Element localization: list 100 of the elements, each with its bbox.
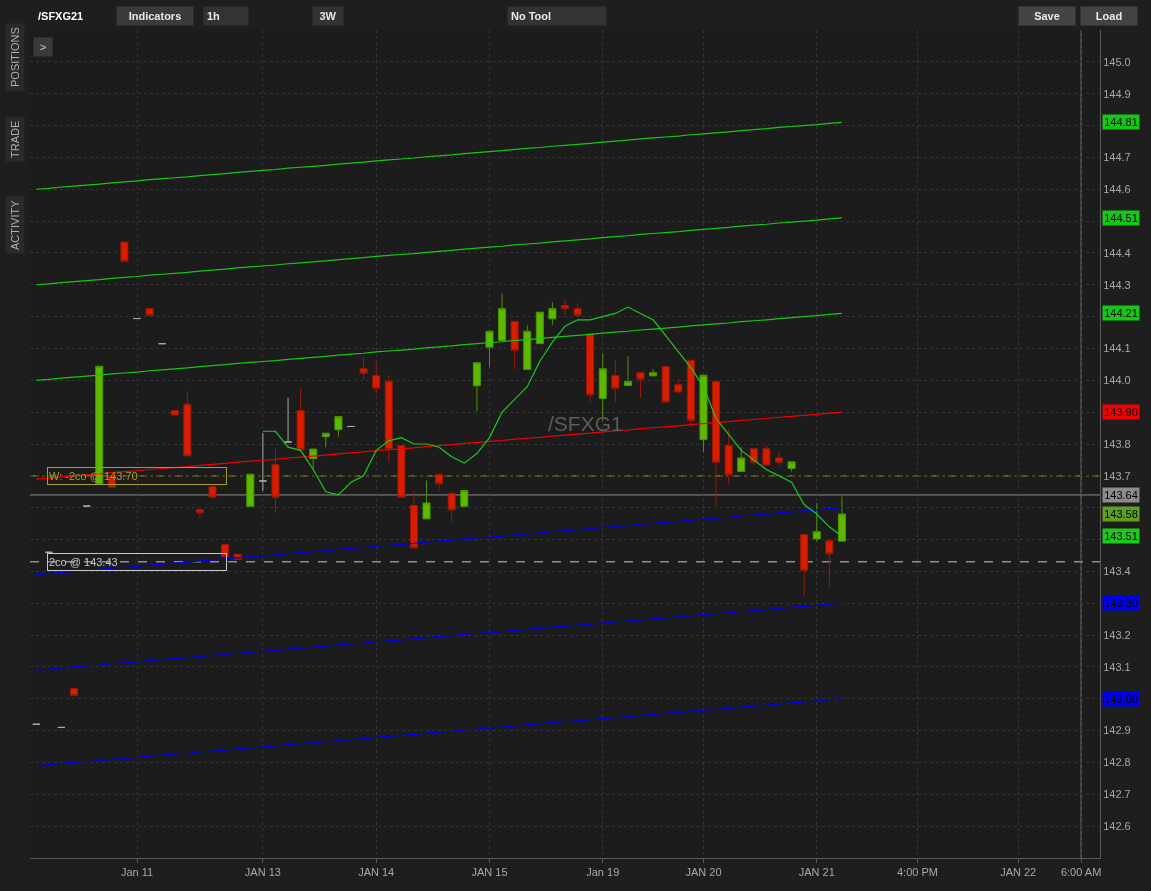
line-series [35,411,843,480]
candlestick [460,490,469,507]
text: No Tool [511,10,552,22]
candlestick [825,540,834,587]
y-tick-label: 142.8 [1103,756,1131,769]
x-tick-label: JAN 21 [798,866,835,879]
y-tick-label: 144.1 [1103,342,1131,355]
x-tick-label: JAN 15 [471,866,508,879]
candlestick [498,292,507,341]
chart-title: /SFXG21 [38,9,84,22]
y-tick-label: 144.7 [1103,151,1131,164]
line-series [35,698,843,767]
annotation: 143.30 [1104,597,1138,609]
y-tick-label: 143.2 [1103,628,1131,641]
candlestick [548,301,557,326]
line-series [35,217,843,286]
annotation: 144.21 [1104,307,1138,319]
y-tick-label: 145.0 [1103,55,1131,68]
y-tick-label: 143.1 [1103,660,1131,673]
y-tick-label: 144.0 [1103,374,1131,387]
annotation: 143.00 [1104,693,1138,705]
y-tick-label: 143.7 [1103,469,1131,482]
y-tick-label: 143.4 [1103,565,1131,578]
annotation: 144.51 [1104,212,1138,224]
text: 1h [207,10,221,22]
x-tick-label: Jan 19 [586,866,620,879]
candlestick [120,241,129,262]
candlestick [397,445,406,498]
line-series [35,507,843,576]
y-tick-label: 144.4 [1103,246,1131,259]
text: POSITIONS [9,27,21,87]
candlestick [699,374,708,453]
x-tick-label: Jan 11 [120,866,154,879]
candlestick [70,688,79,697]
text: Load [1095,10,1123,22]
candlestick [372,361,381,396]
candlestick [636,372,645,399]
candlestick [321,432,330,448]
candlestick [787,461,796,472]
candlestick [284,397,293,443]
candlestick [359,355,368,381]
x-tick-label: JAN 13 [244,866,281,879]
text: TRADE [9,120,21,158]
candlestick [435,474,444,492]
y-tick-label: 144.6 [1103,183,1131,196]
annotation: > [39,41,47,53]
candlestick [296,387,305,451]
candlestick [170,410,179,416]
candlestick [523,324,532,370]
y-tick-label: 142.9 [1103,724,1131,737]
text: ACTIVITY [9,199,21,250]
y-tick-label: 142.7 [1103,788,1131,801]
candlestick [800,533,809,597]
candlestick [510,320,519,370]
y-tick-label: 143.8 [1103,437,1131,450]
candlestick [271,448,280,513]
candlestick [472,362,481,412]
candlestick [774,451,784,467]
candlestick [712,381,721,507]
line-series [35,121,843,190]
candlestick [737,446,746,472]
text: Save [1034,10,1060,22]
candlestick [762,445,771,466]
x-tick-label: 4:00 PM [896,866,938,879]
x-tick-label: JAN 20 [685,866,722,879]
annotation: 144.81 [1104,116,1138,128]
candlestick [183,391,192,457]
candlestick [246,473,255,507]
ref-line-label: 143.64 [1104,489,1138,501]
candlestick [749,448,758,466]
annotation: 143.58 [1104,508,1138,520]
y-tick-label: 144.9 [1103,87,1131,100]
text: 3W [319,10,337,22]
y-tick-label: 144.3 [1103,278,1131,291]
candlestick [447,490,456,523]
candlestick [384,375,393,463]
y-tick-label: 142.6 [1103,820,1131,832]
candlestick [573,302,582,316]
candlestick [686,359,695,428]
candlestick [258,432,267,492]
x-tick-label: JAN 22 [1000,866,1037,879]
candlestick [724,429,733,485]
x-tick-label: JAN 14 [358,866,395,879]
candlestick [623,355,632,386]
candlestick [649,368,658,377]
line-series [35,602,843,671]
candlestick [661,366,670,403]
candlestick [334,416,343,438]
candlestick [560,298,570,316]
x-tick-label: 6:00 AM [1060,866,1102,879]
candlestick [812,502,821,542]
candlestick [208,486,217,498]
candlestick [409,490,418,549]
candlestick [674,377,683,393]
annotation: 143.51 [1104,530,1138,542]
candlestick [145,308,154,316]
text: Indicators [128,10,182,22]
candlestick [837,496,846,542]
annotation: 143.90 [1104,406,1138,418]
candlestick [485,330,494,368]
